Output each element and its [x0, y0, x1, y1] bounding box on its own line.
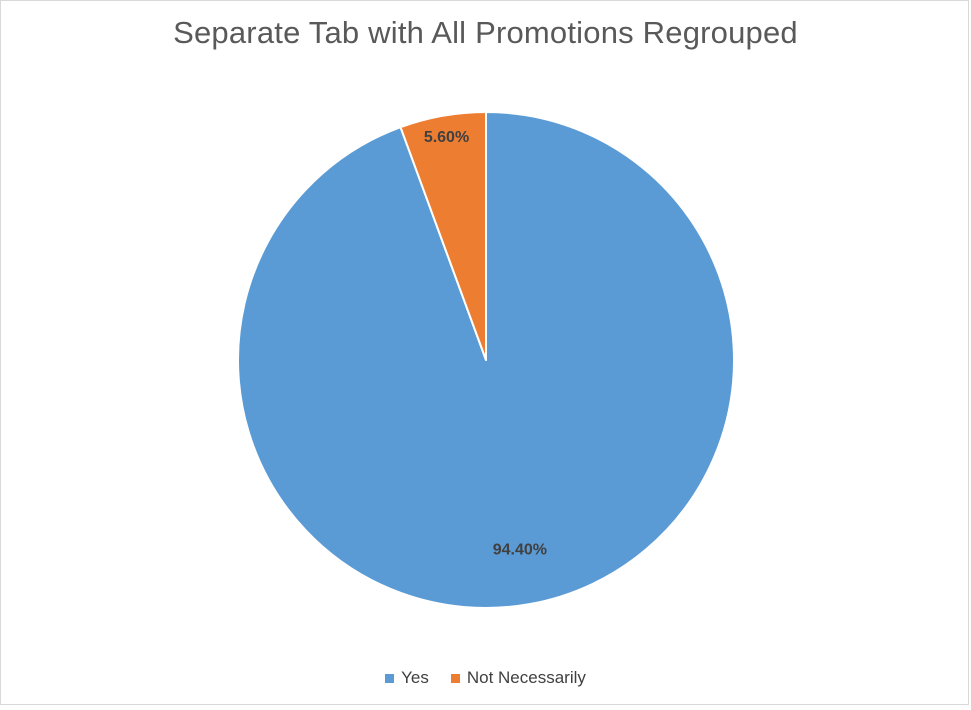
- legend-item-yes: Yes: [385, 668, 429, 688]
- legend-swatch-not-necessarily: [450, 673, 460, 683]
- data-label-not-necessarily: 5.60%: [424, 129, 469, 146]
- legend-label-yes: Yes: [401, 668, 429, 687]
- pie-slice-not-necessarily: [399, 111, 487, 361]
- chart-legend: Yes Not Necessarily: [1, 668, 970, 688]
- legend-label-not-necessarily: Not Necessarily: [466, 668, 586, 687]
- legend-swatch-yes: [385, 673, 395, 683]
- legend-item-not-necessarily: Not Necessarily: [450, 668, 586, 688]
- chart-title: Separate Tab with All Promotions Regroup…: [173, 15, 798, 50]
- data-label-yes: 94.40%: [493, 542, 547, 559]
